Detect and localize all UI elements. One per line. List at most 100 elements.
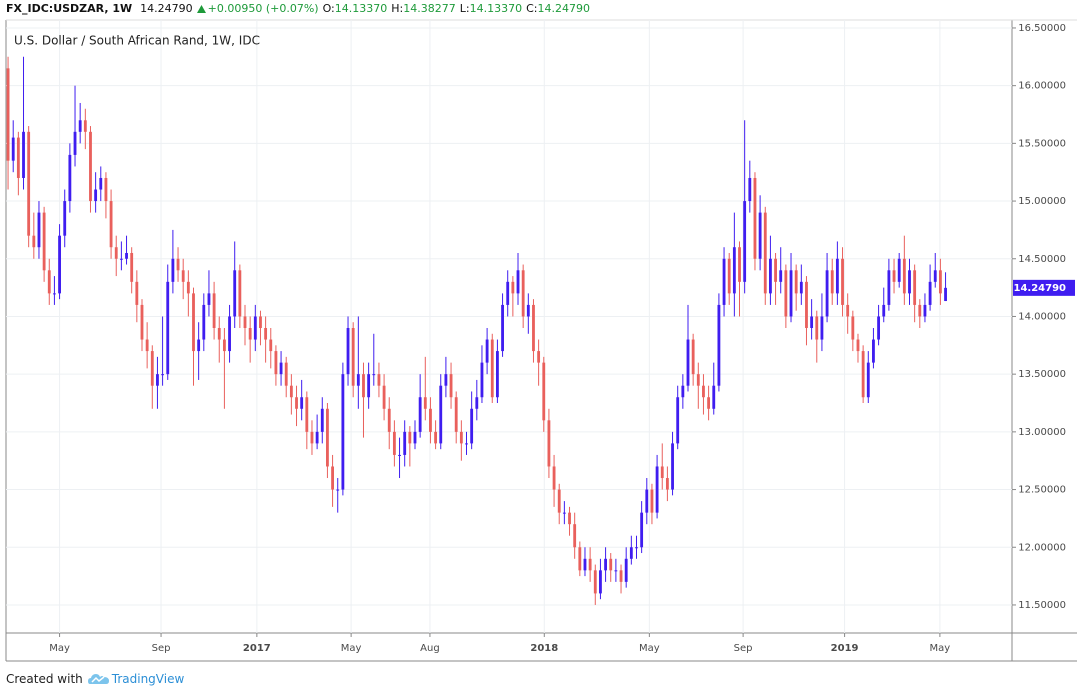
brand[interactable]: TradingView: [111, 672, 185, 686]
candle-body: [362, 374, 365, 398]
candle-body: [238, 270, 242, 317]
candle-body: [722, 258, 726, 305]
candle-body: [202, 304, 206, 340]
candle-body: [377, 374, 381, 386]
candle-body: [810, 316, 814, 329]
candle-body: [609, 558, 613, 571]
candle-body: [42, 212, 46, 271]
candle-body: [485, 339, 489, 363]
candle-body: [289, 385, 293, 398]
candle-body: [681, 385, 685, 398]
candle-body: [94, 189, 98, 202]
candle-body: [738, 247, 741, 282]
candle-body: [712, 385, 716, 409]
candle-body: [640, 512, 644, 548]
candle-body: [315, 431, 319, 444]
candle-body: [233, 270, 237, 317]
candle-body: [331, 466, 334, 490]
y-tick-label: 16.50000: [1018, 23, 1066, 34]
x-tick-label: May: [930, 643, 951, 654]
candle-body: [398, 454, 401, 456]
candle-body: [186, 281, 190, 294]
candle-body: [465, 443, 468, 445]
candle-body: [192, 293, 195, 352]
candle-body: [320, 408, 324, 432]
candle-body: [78, 120, 82, 132]
candle-body: [11, 137, 15, 161]
candle-body: [53, 293, 56, 295]
candle-body: [655, 466, 659, 513]
open-key: O:: [322, 2, 335, 15]
candle-body: [506, 281, 510, 305]
candle-body: [624, 558, 628, 582]
candle-body: [944, 287, 947, 302]
candle-body: [176, 258, 180, 271]
candle-body: [578, 547, 582, 571]
candle-body: [439, 385, 443, 444]
candle-body: [145, 339, 149, 352]
candle-body: [89, 131, 92, 202]
candle-body: [861, 351, 865, 398]
candle-body: [562, 512, 566, 514]
close-value: 14.24790: [537, 2, 590, 15]
candle-body: [351, 328, 355, 386]
candle-body: [537, 351, 541, 363]
low-key: L:: [459, 2, 470, 15]
x-tick-label: 2018: [530, 643, 558, 654]
candle-body: [877, 316, 881, 340]
candle-body: [47, 270, 51, 294]
candle-body: [16, 137, 20, 178]
candle-body: [588, 558, 592, 571]
candle-body: [784, 270, 788, 317]
candle-body: [336, 489, 340, 491]
candle-body: [799, 281, 803, 294]
candle-body: [413, 431, 417, 444]
candle-body: [387, 408, 391, 432]
candle-body: [660, 466, 664, 479]
candle-body: [851, 316, 855, 340]
candle-body: [846, 304, 850, 317]
candle-body: [779, 270, 783, 282]
high-key: H:: [391, 2, 404, 15]
symbol: FX_IDC:USDZAR, 1W: [6, 2, 133, 15]
candle-body: [135, 281, 139, 305]
candle-body: [32, 235, 36, 248]
x-tick-label: Sep: [734, 643, 753, 654]
candle-body: [763, 212, 767, 294]
candle-body: [542, 362, 546, 421]
candle-body: [573, 524, 577, 548]
last-price: 14.24790: [140, 2, 193, 15]
candle-body: [774, 258, 777, 282]
candle-body: [156, 374, 159, 386]
candle-body: [645, 489, 649, 513]
candle-body: [130, 252, 134, 282]
y-tick-label: 14.00000: [1018, 311, 1066, 322]
candle-body: [913, 270, 917, 305]
candle-body: [284, 362, 288, 386]
candle-body: [933, 270, 937, 282]
candle-body: [501, 304, 504, 352]
candle-body: [748, 177, 752, 202]
candle-body: [382, 385, 386, 409]
logo: [87, 674, 109, 684]
candle-body: [686, 339, 690, 386]
candle-body: [568, 512, 571, 525]
candle-body: [866, 362, 870, 398]
candle-body: [6, 68, 10, 161]
candle-body: [423, 397, 427, 409]
x-tick-label: 2017: [243, 643, 271, 654]
candle-body: [918, 304, 922, 317]
candle-body: [671, 443, 674, 490]
candle-body: [599, 570, 602, 594]
y-tick-label: 12.50000: [1018, 485, 1066, 496]
candle-body: [732, 247, 736, 294]
candle-body: [109, 201, 113, 248]
candle-body: [552, 466, 556, 490]
candle-body: [418, 397, 422, 432]
candle-body: [73, 131, 77, 155]
candle-body: [908, 270, 911, 294]
candle-body: [243, 316, 247, 329]
candle-body: [104, 177, 108, 202]
candle-body: [341, 374, 345, 490]
